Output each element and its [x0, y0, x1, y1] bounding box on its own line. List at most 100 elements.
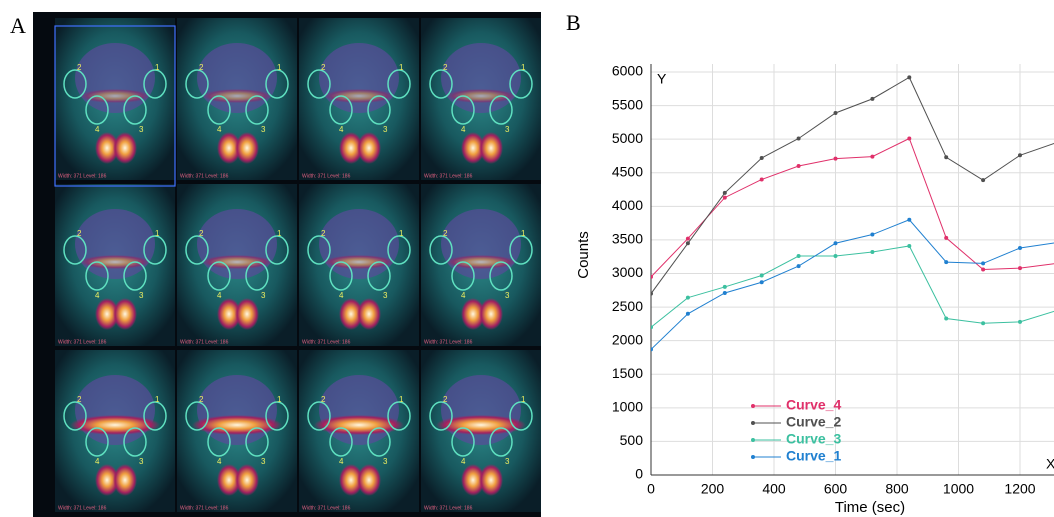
roi: [85, 427, 109, 457]
glands: [80, 255, 150, 269]
legend-dot: [751, 421, 755, 425]
data-point: [1018, 245, 1022, 250]
data-point: [796, 164, 801, 169]
thyroid: [113, 464, 137, 496]
roi-label: 1: [521, 229, 526, 238]
data-point: [833, 110, 838, 115]
data-point: [870, 232, 875, 237]
roi-label: 1: [155, 395, 160, 404]
legend-label: Curve_2: [786, 414, 841, 430]
thyroid: [357, 298, 381, 330]
glands: [446, 89, 516, 103]
thyroid: [479, 464, 503, 496]
roi-label: 1: [277, 229, 282, 238]
roi: [489, 261, 513, 291]
y-tick-label: 6000: [612, 63, 643, 79]
roi-label: 3: [383, 125, 388, 134]
roi-label: 3: [505, 457, 510, 466]
data-point: [981, 261, 986, 266]
data-point: [796, 254, 801, 259]
roi-label: 2: [443, 229, 448, 238]
roi-label: 1: [155, 229, 160, 238]
image-grid: 1 2 3 4 Width: 371 Level: 186 1 2 3 4 Width: 371 …: [54, 18, 541, 512]
data-point: [907, 243, 912, 248]
x-axis-label: Time (sec): [835, 499, 905, 516]
data-point: [651, 291, 653, 296]
roi: [207, 261, 231, 291]
thyroid: [479, 298, 503, 330]
window-label: Width: 371 Level: 186: [424, 505, 473, 511]
data-point: [759, 273, 764, 278]
roi: [123, 95, 147, 125]
x-tick-label: 1200: [1004, 481, 1035, 497]
thyroid: [357, 464, 381, 496]
roi: [143, 235, 167, 265]
roi-label: 1: [399, 395, 404, 404]
roi: [123, 427, 147, 457]
data-point: [870, 96, 875, 101]
roi: [509, 235, 533, 265]
thyroid: [479, 132, 503, 164]
data-point: [651, 325, 653, 330]
roi: [329, 427, 353, 457]
roi: [185, 401, 209, 431]
roi-label: 2: [321, 229, 326, 238]
roi-label: 1: [399, 229, 404, 238]
roi: [143, 401, 167, 431]
thyroid: [461, 132, 485, 164]
x-tick-label: 400: [762, 481, 786, 497]
roi: [387, 69, 411, 99]
thyroid: [235, 132, 259, 164]
x-tick-label: 200: [701, 481, 725, 497]
data-point: [944, 235, 949, 240]
x-tick-label: 1000: [943, 481, 974, 497]
window-label: Width: 371 Level: 186: [58, 505, 107, 511]
roi-label: 1: [277, 63, 282, 72]
data-point: [1018, 153, 1022, 158]
glands: [324, 89, 394, 103]
roi-label: 4: [95, 457, 100, 466]
thyroid: [339, 132, 363, 164]
roi: [207, 427, 231, 457]
roi-label: 4: [217, 125, 222, 134]
y-tick-label: 5500: [612, 96, 643, 112]
data-point: [685, 311, 690, 316]
data-point: [981, 321, 986, 326]
roi-label: 1: [399, 63, 404, 72]
x-tick-label: 800: [885, 481, 909, 497]
legend-dot: [751, 455, 755, 459]
data-point: [907, 75, 912, 80]
roi-label: 3: [139, 457, 144, 466]
roi: [489, 95, 513, 125]
roi-label: 2: [77, 395, 82, 404]
roi-label: 4: [461, 457, 466, 466]
series-line: [651, 245, 1054, 328]
roi: [185, 235, 209, 265]
thyroid: [95, 132, 119, 164]
roi: [429, 401, 453, 431]
roi: [509, 69, 533, 99]
roi: [265, 401, 289, 431]
y-tick-label: 5000: [612, 130, 643, 146]
window-label: Width: 371 Level: 186: [58, 173, 107, 179]
roi: [307, 69, 331, 99]
selected-frame: [54, 25, 176, 187]
window-label: Width: 371 Level: 186: [424, 173, 473, 179]
roi: [367, 95, 391, 125]
data-point: [833, 156, 838, 161]
glands: [324, 255, 394, 269]
thyroid: [217, 132, 241, 164]
data-point: [796, 136, 801, 141]
thyroid: [113, 298, 137, 330]
roi: [307, 401, 331, 431]
roi-label: 2: [443, 63, 448, 72]
data-point: [944, 316, 949, 321]
roi: [387, 401, 411, 431]
roi: [329, 261, 353, 291]
y-tick-label: 1000: [612, 399, 643, 415]
glands: [446, 255, 516, 269]
roi-label: 4: [95, 125, 100, 134]
y-tick-label: 1500: [612, 365, 643, 381]
